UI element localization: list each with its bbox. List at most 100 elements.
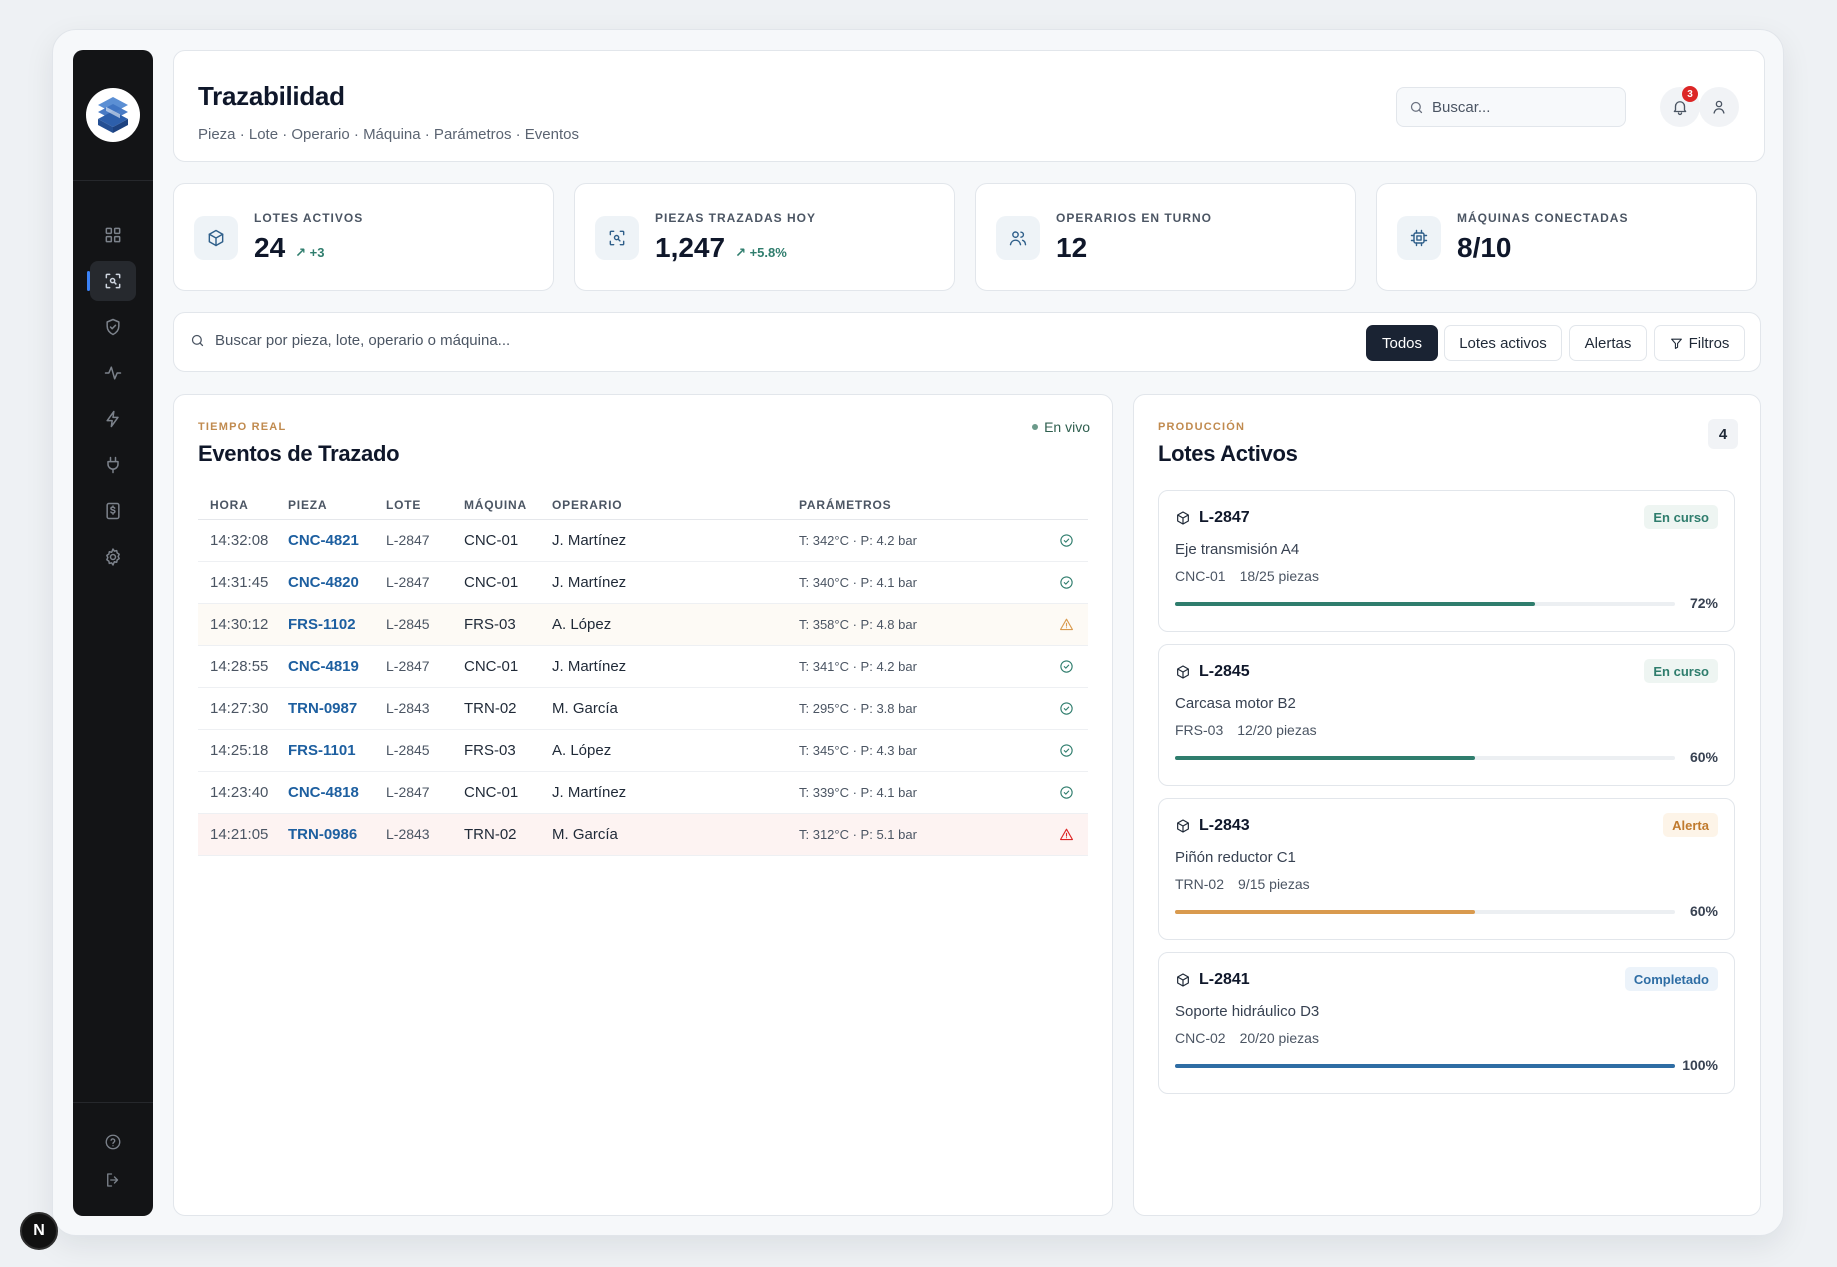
- nav-ayuda[interactable]: [90, 1122, 136, 1162]
- lot-progress-percent: 60%: [1689, 903, 1718, 919]
- lot-card[interactable]: L-2845 En curso Carcasa motor B2 FRS-03 12/2…: [1158, 644, 1735, 786]
- logout-icon: [107, 1173, 119, 1187]
- column-header-parametros[interactable]: PARÁMETROS: [787, 491, 1033, 520]
- sidebar-divider: [73, 180, 153, 181]
- live-dot-icon: [1032, 424, 1039, 430]
- lot-progress-bar: [1175, 910, 1675, 914]
- nav-cerrar-sesion[interactable]: [90, 1160, 136, 1200]
- stat-label: LOTES ACTIVOS: [254, 211, 364, 225]
- event-piece-link[interactable]: CNC-4818: [276, 771, 374, 814]
- filter-chip-todos[interactable]: Todos: [1366, 325, 1438, 361]
- event-operator: J. Martínez: [540, 561, 787, 604]
- lot-machine: CNC-01: [1175, 568, 1226, 584]
- event-piece-link[interactable]: CNC-4819: [276, 645, 374, 688]
- filtros-button[interactable]: Filtros: [1654, 325, 1745, 361]
- lot-card[interactable]: L-2847 En curso Eje transmisión A4 CNC-01 18…: [1158, 490, 1735, 632]
- events-panel: TIEMPO REAL Eventos de Trazado En vivo H…: [173, 394, 1113, 1216]
- invoice-icon: [106, 502, 120, 520]
- dev-tools-badge[interactable]: N: [20, 1212, 58, 1250]
- lot-progress-fill: [1175, 602, 1535, 606]
- lightning-icon: [106, 410, 119, 428]
- column-header-lote[interactable]: LOTE: [374, 491, 452, 520]
- status-ok-icon: [1033, 519, 1088, 562]
- app-logo[interactable]: [86, 88, 140, 142]
- event-operator: J. Martínez: [540, 519, 787, 562]
- lot-pieces: 18/25 piezas: [1239, 568, 1319, 584]
- table-row[interactable]: 14:23:40 CNC-4818 L-2847 CNC-01 J. Martínez T…: [198, 771, 1088, 814]
- lot-machine: TRN-02: [1175, 876, 1225, 892]
- event-piece-link[interactable]: CNC-4820: [276, 561, 374, 604]
- stat-value-row: 1,247 ↗ +5.8%: [655, 232, 787, 264]
- help-icon: [105, 1134, 121, 1150]
- column-header-maquina[interactable]: MÁQUINA: [452, 491, 540, 520]
- column-header-pieza[interactable]: PIEZA: [276, 491, 374, 520]
- stat-icon-container: [194, 216, 238, 260]
- nav-ajustes[interactable]: [90, 537, 136, 577]
- nav-facturacion[interactable]: [90, 491, 136, 531]
- stat-delta-value: +5.8%: [749, 245, 787, 260]
- lot-card[interactable]: L-2843 Alerta Piñón reductor C1 TRN-02 9/15 …: [1158, 798, 1735, 940]
- lot-id: L-2841: [1199, 971, 1250, 988]
- nav-calidad[interactable]: [90, 307, 136, 347]
- trend-up-icon: ↗: [735, 245, 750, 260]
- stat-value: 12: [1056, 232, 1088, 263]
- event-piece-link[interactable]: CNC-4821: [276, 519, 374, 562]
- filter-chip-lotes-activos[interactable]: Lotes activos: [1444, 325, 1562, 361]
- table-row[interactable]: 14:27:30 TRN-0987 L-2843 TRN-02 M. García T: …: [198, 687, 1088, 730]
- table-row[interactable]: 14:30:12 FRS-1102 L-2845 FRS-03 A. López T: 3…: [198, 603, 1088, 646]
- stat-label: MÁQUINAS CONECTADAS: [1457, 211, 1629, 225]
- table-row[interactable]: 14:25:18 FRS-1101 L-2845 FRS-03 A. López T: 3…: [198, 729, 1088, 772]
- column-header-operario[interactable]: OPERARIO: [540, 491, 787, 520]
- filtros-label: Filtros: [1688, 334, 1730, 352]
- table-row[interactable]: 14:31:45 CNC-4820 L-2847 CNC-01 J. Martínez T…: [198, 561, 1088, 604]
- lot-id: L-2843: [1199, 817, 1250, 834]
- lot-machine: CNC-02: [1175, 1030, 1226, 1046]
- stat-value: 1,247: [655, 232, 726, 263]
- cpu-icon: [1410, 229, 1428, 247]
- notifications-button[interactable]: 3: [1660, 86, 1700, 127]
- event-piece-link[interactable]: TRN-0987: [276, 687, 374, 730]
- table-row[interactable]: 14:21:05 TRN-0986 L-2843 TRN-02 M. García T: …: [198, 813, 1088, 856]
- lot-card[interactable]: L-2841 Completado Soporte hidráulico D3 CNC…: [1158, 952, 1735, 1094]
- box-icon: [1177, 819, 1189, 833]
- lot-progress-percent: 60%: [1689, 749, 1718, 765]
- table-row[interactable]: 14:28:55 CNC-4819 L-2847 CNC-01 J. Martínez T…: [198, 645, 1088, 688]
- table-row[interactable]: 14:32:08 CNC-4821 L-2847 CNC-01 J. Martínez T…: [198, 519, 1088, 562]
- event-piece-link[interactable]: TRN-0986: [276, 813, 374, 856]
- column-header-hora[interactable]: HORA: [198, 491, 276, 520]
- event-machine: CNC-01: [452, 519, 540, 562]
- lots-eyebrow: PRODUCCIÓN: [1158, 421, 1246, 433]
- lot-id: L-2847: [1199, 509, 1250, 526]
- user-profile-button[interactable]: [1699, 87, 1739, 127]
- nav-monitorizacion[interactable]: [90, 353, 136, 393]
- nav-dashboard[interactable]: [90, 215, 136, 255]
- stat-label: OPERARIOS EN TURNO: [1056, 211, 1213, 225]
- event-machine: TRN-02: [452, 687, 540, 730]
- lot-pieces: 20/20 piezas: [1239, 1030, 1319, 1046]
- nav-trazabilidad[interactable]: [87, 261, 136, 301]
- header-search-input[interactable]: Buscar...: [1396, 87, 1626, 127]
- filter-icon: [1670, 338, 1682, 349]
- users-icon: [1009, 231, 1027, 246]
- event-params: T: 358°C · P: 4.8 bar: [787, 603, 1033, 646]
- lot-meta: FRS-03 12/20 piezas: [1175, 722, 1317, 738]
- event-operator: A. López: [540, 729, 787, 772]
- nav-conexiones[interactable]: [90, 445, 136, 485]
- nav-energia[interactable]: [90, 399, 136, 439]
- lot-id-row: L-2847: [1175, 509, 1250, 527]
- event-time: 14:28:55: [198, 645, 276, 688]
- bell-icon: [1673, 101, 1687, 116]
- trace-search-input[interactable]: Buscar por pieza, lote, operario o máqui…: [190, 332, 510, 349]
- lots-title: Lotes Activos: [1158, 441, 1298, 466]
- filter-chip-alertas[interactable]: Alertas: [1569, 325, 1647, 361]
- filter-bar: Buscar por pieza, lote, operario o máqui…: [173, 312, 1761, 372]
- event-piece-link[interactable]: FRS-1102: [276, 603, 374, 646]
- box-icon: [1177, 511, 1189, 525]
- event-operator: M. García: [540, 687, 787, 730]
- gear-icon: [106, 548, 120, 566]
- lot-product: Piñón reductor C1: [1175, 849, 1296, 866]
- lot-progress-percent: 72%: [1689, 595, 1718, 611]
- event-piece-link[interactable]: FRS-1101: [276, 729, 374, 772]
- table-header-row: HORA PIEZA LOTE MÁQUINA OPERARIO PARÁMET…: [198, 491, 1088, 520]
- event-params: T: 340°C · P: 4.1 bar: [787, 561, 1033, 604]
